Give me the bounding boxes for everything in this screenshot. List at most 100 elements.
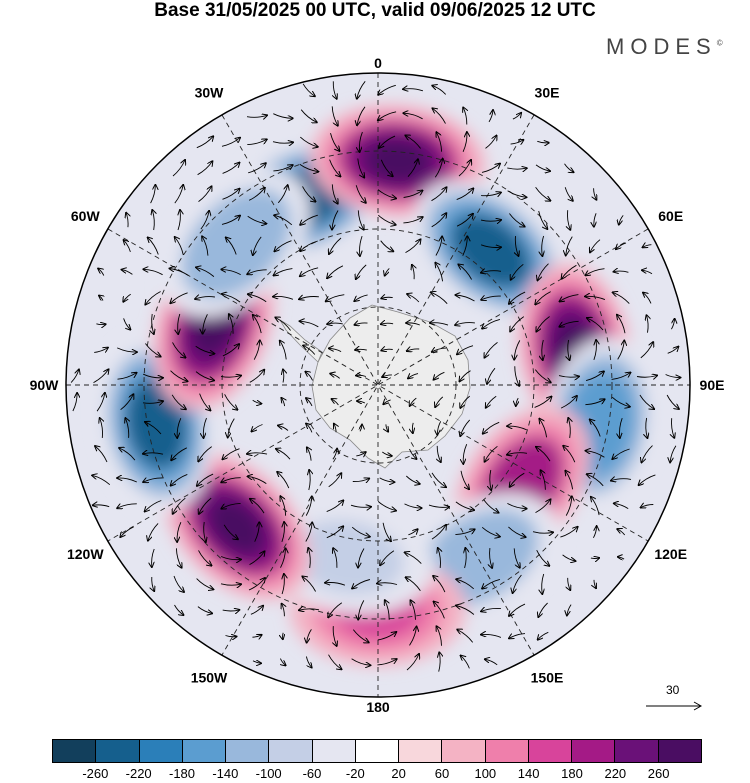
wind-vector: [123, 293, 131, 301]
wind-vector: [586, 268, 605, 276]
wind-vector: [124, 240, 131, 253]
wind-vector: [197, 161, 213, 176]
wind-vector: [456, 606, 475, 615]
wind-vector: [250, 499, 265, 514]
longitude-label: 60W: [71, 208, 101, 224]
wind-vector: [305, 496, 312, 516]
wind-vector: [461, 656, 470, 669]
wind-vector: [481, 271, 502, 273]
wind-vector: [457, 630, 474, 643]
wind-vector: [177, 418, 182, 438]
colorbar-tick-label: 20: [391, 766, 406, 781]
wind-vector: [643, 245, 652, 248]
wind-vector: [381, 297, 393, 298]
wind-vector: [377, 214, 395, 225]
longitude-label: 120E: [654, 546, 687, 562]
wind-vector: [250, 606, 263, 615]
wind-vector: [482, 318, 501, 328]
wind-vector: [253, 340, 260, 360]
wind-vector: [357, 401, 366, 403]
wind-vector: [381, 323, 394, 324]
wind-vector: [507, 168, 526, 169]
wind-vector: [536, 447, 551, 462]
wind-vector: [332, 449, 337, 460]
wind-vector: [385, 600, 389, 620]
colorbar: [52, 739, 702, 763]
wind-vector: [382, 451, 391, 456]
reference-vector-label: 30: [666, 683, 680, 697]
wind-vector: [229, 314, 233, 334]
wind-vector: [377, 632, 396, 641]
wind-vector: [565, 496, 572, 516]
wind-vector: [509, 603, 526, 616]
wind-vector: [174, 604, 184, 615]
wind-vector: [305, 656, 311, 668]
wind-vector: [333, 626, 337, 646]
wind-vector: [670, 445, 677, 463]
wind-vector: [412, 422, 413, 433]
colorbar-segment: [312, 740, 356, 762]
wind-vector: [302, 186, 316, 201]
wind-vector: [408, 529, 417, 536]
wind-vector: [538, 602, 548, 617]
wind-vector: [357, 81, 366, 98]
wind-vector: [327, 265, 344, 278]
wind-vector: [614, 503, 629, 509]
wind-vector: [560, 527, 577, 538]
wind-vector: [96, 393, 105, 412]
wind-vector: [143, 373, 163, 378]
anomaly-field: [99, 104, 657, 666]
wind-vector: [434, 371, 445, 379]
wind-vector: [226, 238, 237, 255]
wind-vector: [360, 425, 362, 432]
wind-vector: [560, 396, 577, 409]
wind-vector: [377, 501, 396, 510]
wind-vector: [274, 268, 293, 276]
wind-vector: [378, 111, 397, 120]
wind-vector: [460, 370, 471, 382]
wind-vector: [175, 237, 184, 256]
wind-vector: [431, 187, 447, 202]
wind-vector: [175, 548, 181, 567]
wind-vector: [437, 626, 442, 646]
longitude-label: 30E: [535, 84, 560, 100]
wind-vector: [594, 340, 597, 361]
wind-vector: [351, 658, 371, 666]
wind-vector: [195, 345, 215, 353]
wind-vector: [299, 609, 320, 610]
wind-vector: [481, 526, 500, 536]
wind-vector: [510, 472, 525, 487]
wind-vector: [455, 529, 474, 536]
wind-vector: [458, 160, 471, 177]
wind-vector: [617, 529, 626, 536]
wind-vector: [538, 210, 548, 229]
wind-vector: [171, 473, 188, 485]
wind-vector: [117, 347, 137, 352]
colorbar-segment: [182, 740, 227, 762]
wind-vector: [617, 315, 626, 334]
wind-vector: [221, 269, 241, 275]
colorbar-segment: [96, 740, 140, 762]
wind-vector: [120, 526, 134, 537]
wind-vector: [640, 342, 653, 359]
wind-vector: [272, 142, 293, 144]
wind-vector: [145, 291, 161, 305]
wind-vector: [96, 324, 105, 325]
wind-vector: [455, 501, 474, 510]
longitude-label: 60E: [658, 208, 683, 224]
wind-vector: [380, 159, 392, 176]
modes-logo: MODES©: [606, 34, 723, 60]
wind-vector: [585, 296, 606, 301]
wind-vector: [307, 629, 312, 642]
wind-vector: [92, 475, 111, 486]
wind-vector: [358, 600, 365, 619]
wind-vector: [487, 367, 496, 384]
wind-vector: [300, 267, 319, 276]
colorbar-segment: [528, 740, 573, 762]
wind-vector: [587, 474, 604, 487]
colorbar-tick-label: -180: [168, 766, 196, 781]
wind-vector: [224, 394, 238, 409]
wind-vector: [433, 576, 446, 593]
wind-vector: [671, 319, 674, 330]
